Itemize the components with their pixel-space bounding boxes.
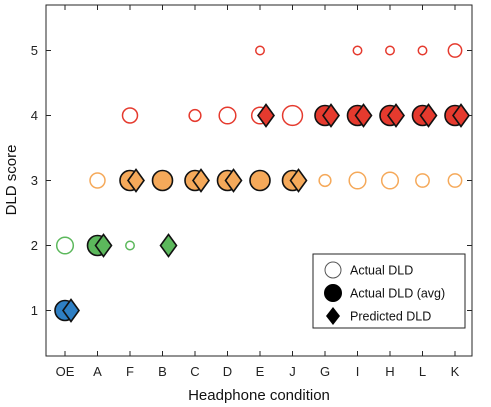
actual-dld-point (89, 172, 106, 189)
x-tick-label: J (289, 364, 296, 379)
predicted-dld-point (354, 103, 373, 128)
predicted-dld-point (192, 168, 210, 193)
x-tick-label: F (126, 364, 134, 379)
x-tick-label: L (419, 364, 426, 379)
x-tick-label: OE (56, 364, 75, 379)
y-axis-label: DLD score (3, 145, 20, 216)
actual-dld-point (385, 45, 395, 56)
x-tick-label: H (385, 364, 394, 379)
predicted-dld-point (419, 103, 438, 128)
actual-dld-point (380, 171, 400, 190)
predicted-dld-point (387, 103, 405, 128)
actual-dld-point (415, 173, 430, 188)
predicted-dld-point (452, 103, 470, 128)
actual-dld-point (318, 173, 332, 188)
actual-dld-point (55, 236, 75, 255)
actual-dld-point (417, 45, 428, 56)
legend-label: Predicted DLD (350, 310, 431, 324)
actual-dld-point (255, 45, 265, 56)
actual-dld-avg-point (151, 169, 174, 192)
x-tick-label: D (223, 364, 232, 379)
y-tick-label: 2 (31, 238, 38, 253)
actual-dld-point (121, 107, 139, 124)
x-tick-label: C (190, 364, 199, 379)
x-tick-label: A (93, 364, 102, 379)
x-axis-label: Headphone condition (188, 387, 330, 404)
actual-dld-point (447, 43, 463, 58)
predicted-dld-point (322, 103, 340, 128)
predicted-dld-point (224, 168, 243, 193)
actual-dld-point (281, 104, 304, 127)
actual-dld-point (218, 106, 237, 125)
actual-dld-point (348, 171, 367, 190)
predicted-dld-point (127, 168, 145, 193)
y-tick-label: 3 (31, 173, 38, 188)
actual-dld-point (447, 173, 463, 188)
actual-dld-point (188, 108, 202, 123)
x-tick-label: B (158, 364, 167, 379)
predicted-dld-point (62, 298, 80, 323)
y-tick-label: 5 (31, 43, 38, 58)
ticks: 1 2 3 4 5 OE A F B C D E J G I H L K (31, 5, 472, 379)
legend-filled-circle-icon (324, 284, 342, 302)
x-tick-label: E (256, 364, 265, 379)
predicted-dld-point (94, 233, 113, 258)
x-tick-label: I (356, 364, 360, 379)
y-tick-label: 4 (31, 108, 38, 123)
actual-dld-avg-point (249, 169, 271, 192)
legend-diamond-icon (326, 307, 340, 325)
legend-label: Actual DLD (avg) (350, 287, 445, 301)
x-tick-label: G (320, 364, 330, 379)
y-tick-label: 1 (31, 303, 38, 318)
predicted-dld-point (289, 168, 308, 193)
actual-dld-point (352, 45, 363, 56)
predicted-dld-markers (62, 103, 470, 323)
predicted-dld-point (257, 103, 275, 128)
predicted-dld-point (159, 233, 178, 258)
legend: Actual DLD Actual DLD (avg) Predicted DLD (312, 253, 466, 329)
legend-open-circle-icon (324, 261, 342, 279)
actual-dld-point (125, 240, 135, 251)
legend-label: Actual DLD (350, 264, 413, 278)
x-tick-label: K (451, 364, 460, 379)
